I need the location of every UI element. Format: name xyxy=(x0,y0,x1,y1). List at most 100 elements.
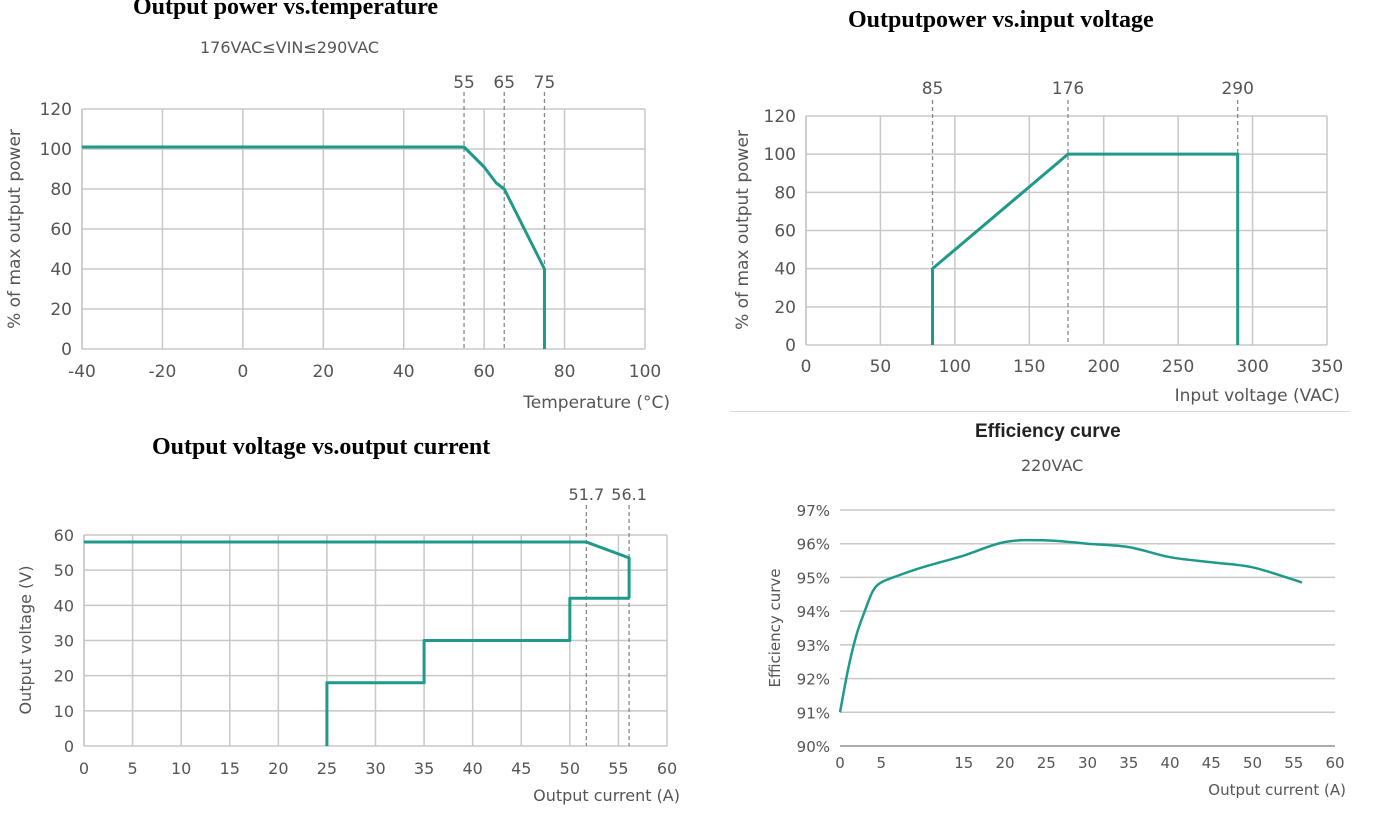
x-tick-label: 60 xyxy=(473,362,495,382)
y-tick-label: 20 xyxy=(50,300,72,320)
x-tick-label: 30 xyxy=(1078,754,1097,772)
x-tick-label: 25 xyxy=(1037,754,1056,772)
x-tick-label: 20 xyxy=(995,754,1014,772)
series-line-2 xyxy=(325,596,630,746)
x-tick-label: 15 xyxy=(954,754,973,772)
x-tick-label: 0 xyxy=(801,357,812,377)
x-tick-label: 150 xyxy=(1013,357,1045,377)
x-tick-label: 60 xyxy=(657,759,677,778)
y-tick-label: 40 xyxy=(774,260,796,280)
y-tick-label: 10 xyxy=(54,702,74,721)
x-tick-label: 300 xyxy=(1236,357,1268,377)
x-tick-label: 50 xyxy=(870,357,892,377)
y-axis-label: Efficiency curve xyxy=(766,568,784,687)
x-tick-label: 45 xyxy=(1202,754,1221,772)
y-tick-label: 0 xyxy=(61,340,72,360)
chart-title-output-voltage: Output voltage vs.output current xyxy=(152,434,491,460)
chart-title-temperature: Output power vs.temperature xyxy=(133,0,439,20)
series-line-1 xyxy=(838,538,1303,713)
x-tick-label: 35 xyxy=(414,759,434,778)
x-tick-label: 55 xyxy=(608,759,628,778)
y-tick-label: 97% xyxy=(797,502,830,520)
marker-label: 51.7 xyxy=(569,485,605,504)
x-axis-label: Temperature (°C) xyxy=(522,393,670,413)
marker-label: 290 xyxy=(1221,79,1253,99)
x-tick-label: 50 xyxy=(560,759,580,778)
x-axis-label: Input voltage (VAC) xyxy=(1175,386,1340,406)
y-tick-label: 120 xyxy=(40,100,72,120)
y-tick-label: 100 xyxy=(40,140,72,160)
y-axis-label: % of max output power xyxy=(5,129,25,329)
x-tick-label: 40 xyxy=(462,759,482,778)
x-tick-label: 20 xyxy=(268,759,288,778)
series-line-1 xyxy=(82,145,546,349)
y-tick-label: 91% xyxy=(797,704,830,722)
y-tick-label: 92% xyxy=(797,671,830,689)
x-tick-label: 50 xyxy=(1243,754,1262,772)
series-line-1 xyxy=(931,152,1240,345)
y-tick-label: 0 xyxy=(64,737,74,756)
x-tick-label: 250 xyxy=(1162,357,1194,377)
y-tick-label: 94% xyxy=(797,603,830,621)
y-tick-label: 100 xyxy=(764,145,796,165)
chart-title-input-voltage: Outputpower vs.input voltage xyxy=(848,7,1154,33)
x-tick-label: 35 xyxy=(1119,754,1138,772)
x-tick-label: 40 xyxy=(393,362,415,382)
x-tick-label: 20 xyxy=(312,362,334,382)
y-tick-label: 120 xyxy=(764,107,796,127)
x-tick-label: 0 xyxy=(79,759,89,778)
marker-label: 65 xyxy=(493,73,515,93)
chart-subtitle-temperature: 176VAC≤VIN≤290VAC xyxy=(200,38,380,57)
series-line-1 xyxy=(84,540,631,599)
chart-title-efficiency: Efficiency curve xyxy=(975,421,1121,442)
chart-subtitle-efficiency: 220VAC xyxy=(1021,456,1084,475)
y-tick-label: 0 xyxy=(785,336,796,356)
y-tick-label: 80 xyxy=(50,180,72,200)
x-tick-label: 45 xyxy=(511,759,531,778)
y-tick-label: 60 xyxy=(54,526,74,545)
x-tick-label: 15 xyxy=(220,759,240,778)
marker-label: 75 xyxy=(534,73,556,93)
x-tick-label: 0 xyxy=(237,362,248,382)
y-axis-label: Output voltage (V) xyxy=(16,566,35,715)
x-axis-label: Output current (A) xyxy=(533,786,680,805)
y-tick-label: 40 xyxy=(54,596,74,615)
x-tick-label: 100 xyxy=(939,357,971,377)
marker-label: 56.1 xyxy=(611,485,647,504)
x-tick-label: 40 xyxy=(1160,754,1179,772)
y-tick-label: 50 xyxy=(54,561,74,580)
x-tick-label: -20 xyxy=(149,362,177,382)
x-tick-label: 60 xyxy=(1325,754,1344,772)
y-tick-label: 93% xyxy=(797,637,830,655)
marker-label: 176 xyxy=(1052,79,1084,99)
x-tick-label: -40 xyxy=(68,362,96,382)
y-tick-label: 20 xyxy=(54,667,74,686)
y-axis-label: % of max output power xyxy=(733,130,753,330)
x-tick-label: 100 xyxy=(629,362,661,382)
x-tick-label: 0 xyxy=(835,754,845,772)
y-tick-label: 80 xyxy=(774,183,796,203)
x-tick-label: 350 xyxy=(1311,357,1343,377)
x-tick-label: 200 xyxy=(1087,357,1119,377)
y-tick-label: 60 xyxy=(50,220,72,240)
y-tick-label: 40 xyxy=(50,260,72,280)
panel-divider xyxy=(730,411,1350,412)
x-tick-label: 80 xyxy=(554,362,576,382)
y-tick-label: 20 xyxy=(774,298,796,318)
x-tick-label: 5 xyxy=(876,754,886,772)
x-tick-label: 55 xyxy=(1284,754,1303,772)
y-tick-label: 30 xyxy=(54,632,74,651)
x-axis-label: Output current (A) xyxy=(1208,781,1346,799)
x-tick-label: 10 xyxy=(171,759,191,778)
marker-label: 85 xyxy=(922,79,944,99)
marker-label: 55 xyxy=(453,73,475,93)
y-tick-label: 95% xyxy=(797,569,830,587)
y-tick-label: 60 xyxy=(774,222,796,242)
y-tick-label: 90% xyxy=(797,738,830,756)
x-tick-label: 25 xyxy=(317,759,337,778)
y-tick-label: 96% xyxy=(797,536,830,554)
